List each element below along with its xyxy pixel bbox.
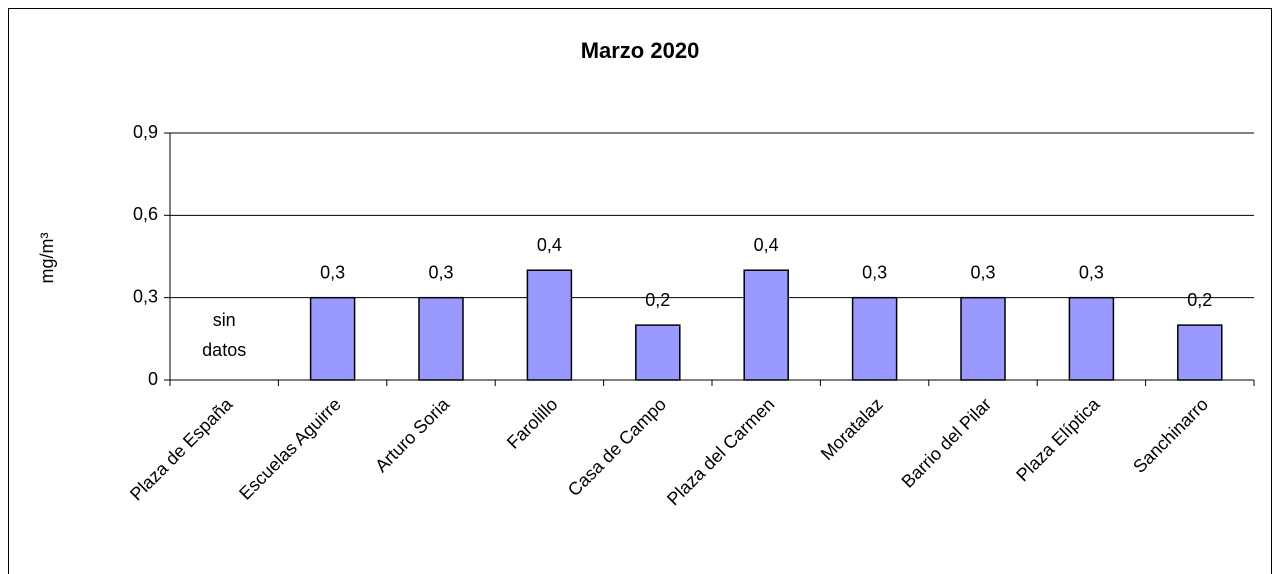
data-label: 0,3: [1079, 262, 1104, 282]
bar: [635, 324, 681, 381]
bar: [851, 296, 898, 381]
y-tick-label: 0,9: [133, 122, 158, 142]
data-label: 0,4: [537, 235, 562, 255]
chart-title: Marzo 2020: [581, 38, 700, 63]
y-tick-label: 0: [148, 369, 158, 389]
y-tick-label: 0,6: [133, 204, 158, 224]
data-label: 0,3: [970, 262, 995, 282]
annotation: datos: [202, 340, 246, 360]
data-label: 0,2: [645, 290, 670, 310]
bar: [1068, 296, 1115, 381]
data-label: 0,4: [754, 235, 779, 255]
bar: [743, 269, 789, 381]
data-label: 0,3: [428, 262, 453, 282]
bar: [309, 296, 356, 381]
bar: [418, 296, 464, 381]
chart-frame: [8, 8, 1272, 574]
y-axis-label: mg/m³: [37, 233, 57, 284]
annotation: sin: [213, 310, 236, 330]
data-label: 0,2: [1187, 290, 1212, 310]
data-label: 0,3: [320, 262, 345, 282]
bar: [960, 296, 1006, 381]
data-label: 0,3: [862, 262, 887, 282]
bar: [526, 269, 573, 381]
bar: [1177, 324, 1223, 381]
y-tick-label: 0,3: [133, 286, 158, 306]
